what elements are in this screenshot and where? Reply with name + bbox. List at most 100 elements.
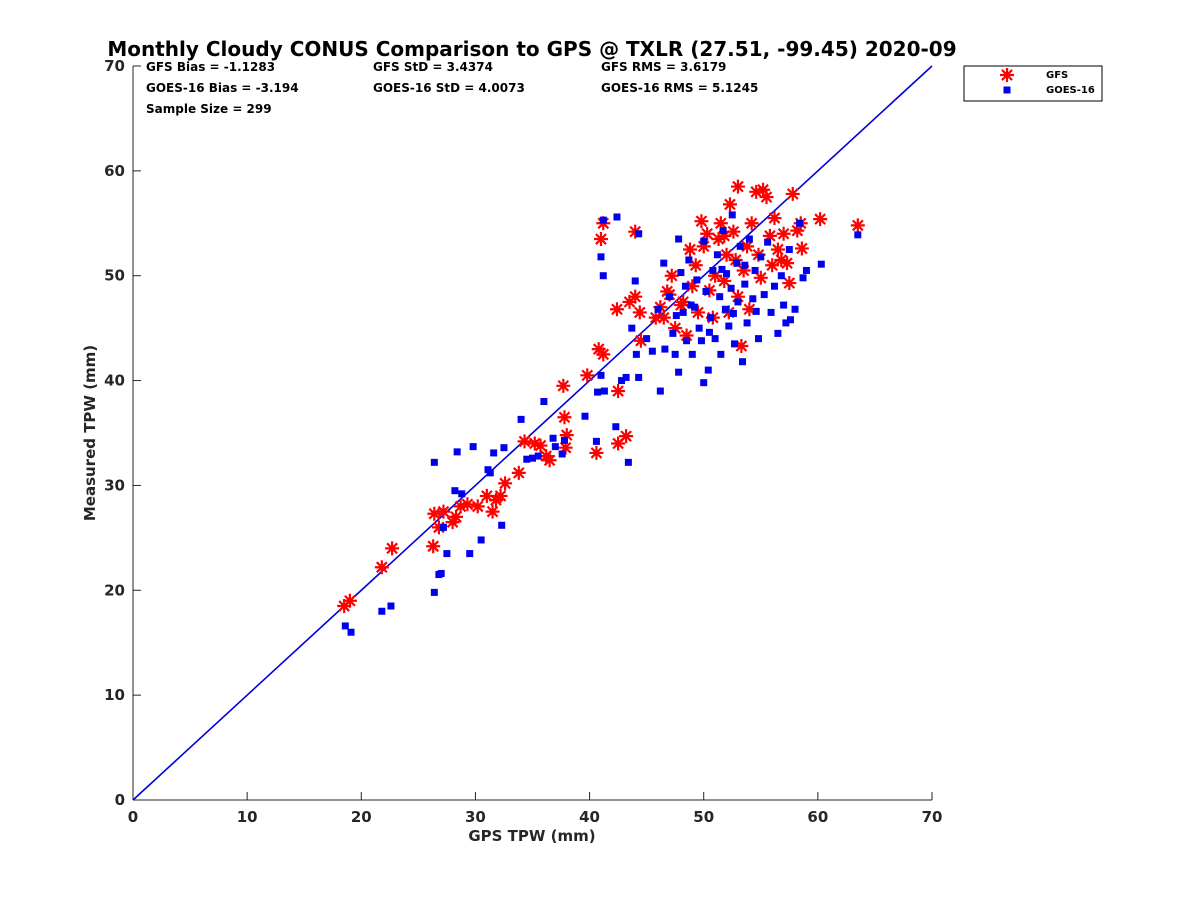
goes16-point (529, 454, 536, 462)
goes16-point (693, 276, 701, 284)
legend-box (963, 65, 1103, 102)
gfs-point (780, 256, 795, 271)
gfs-point (511, 465, 526, 480)
goes16-point (760, 291, 768, 299)
stat-gfs-std: GFS StD = 3.4374 (373, 60, 493, 74)
chart-title: Monthly Cloudy CONUS Comparison to GPS @… (107, 37, 956, 61)
goes16-points (341, 211, 862, 636)
gfs-point (453, 499, 468, 514)
x-tick-label: 20 (351, 808, 372, 826)
gfs-point (628, 289, 643, 304)
goes16-point (695, 324, 703, 332)
goes16-point (736, 242, 744, 250)
gfs-point (683, 242, 698, 257)
x-tick-label: 0 (128, 808, 138, 826)
stat-goes16-rms: GOES-16 RMS = 5.1245 (601, 81, 758, 95)
gfs-point (431, 520, 446, 535)
goes16-point (707, 314, 715, 322)
gfs-point (449, 509, 464, 524)
gfs-point (734, 338, 749, 353)
gfs-point (790, 223, 805, 238)
goes16-point (477, 536, 485, 544)
goes16-point (681, 282, 689, 290)
gfs-point (776, 226, 791, 241)
goes16-point (697, 337, 705, 345)
goes16-point (799, 274, 807, 282)
goes16-point (751, 266, 759, 274)
goes16-point (728, 211, 736, 219)
goes16-point (854, 231, 862, 239)
gfs-point (337, 599, 352, 614)
gfs-point (664, 268, 679, 283)
goes16-point (643, 335, 651, 343)
goes16-point (453, 448, 461, 456)
gfs-point (774, 252, 789, 267)
gfs-point (753, 270, 768, 285)
goes16-point (688, 350, 696, 358)
gfs-point (717, 273, 732, 288)
gfs-point (542, 453, 557, 468)
goes16-point (734, 298, 742, 306)
gfs-point (688, 258, 703, 273)
goes16-point (700, 237, 708, 245)
goes16-point (466, 550, 474, 558)
goes16-point (341, 622, 349, 630)
goes16-point (551, 443, 559, 451)
x-tick-label: 30 (465, 808, 486, 826)
goes16-point (741, 261, 749, 269)
goes16-point (716, 293, 724, 301)
y-tick-label: 10 (104, 686, 125, 704)
gfs-point (765, 258, 780, 273)
goes16-point (685, 256, 693, 264)
gfs-point (770, 242, 785, 257)
goes16-point (635, 373, 643, 381)
goes16-point (777, 272, 785, 280)
goes16-point (600, 387, 608, 395)
goes16-point (669, 329, 677, 337)
gfs-point (559, 428, 574, 443)
y-tick-label: 20 (104, 581, 125, 599)
goes16-point (613, 213, 621, 221)
legend-goes16-marker (1003, 86, 1011, 94)
gfs-point (685, 279, 700, 294)
goes16-point (721, 305, 729, 313)
stat-goes16-bias: GOES-16 Bias = -3.194 (146, 81, 299, 95)
goes16-point (387, 602, 395, 610)
goes16-point (622, 373, 630, 381)
goes16-point (729, 309, 737, 317)
goes16-point (675, 368, 683, 376)
goes16-point (731, 340, 739, 348)
gfs-point (485, 504, 500, 519)
gfs-point (493, 488, 508, 503)
gfs-point (759, 190, 774, 205)
legend-gfs-marker (1000, 68, 1014, 82)
gfs-point (611, 384, 626, 399)
gfs-point (445, 515, 460, 530)
goes16-point (679, 308, 687, 316)
goes16-point (437, 570, 445, 578)
gfs-point (619, 429, 634, 444)
goes16-point (430, 458, 438, 466)
goes16-point (540, 398, 548, 406)
goes16-point (558, 450, 566, 458)
goes16-point (665, 293, 673, 301)
gfs-point (726, 224, 741, 239)
goes16-point (711, 335, 719, 343)
goes16-point (632, 350, 640, 358)
goes16-point (624, 458, 632, 466)
goes16-point (672, 312, 680, 320)
goes16-point (791, 305, 799, 313)
goes16-point (618, 377, 626, 385)
gfs-point (436, 504, 451, 519)
gfs-point (813, 212, 828, 227)
goes16-point (469, 443, 477, 451)
gfs-point (719, 247, 734, 262)
goes16-point (745, 235, 753, 243)
x-tick-label: 40 (579, 808, 600, 826)
gfs-point (611, 436, 626, 451)
stat-gfs-bias: GFS Bias = -1.1283 (146, 60, 275, 74)
reference-line-layer (132, 65, 933, 801)
goes16-point (691, 303, 699, 311)
goes16-point (599, 272, 607, 280)
